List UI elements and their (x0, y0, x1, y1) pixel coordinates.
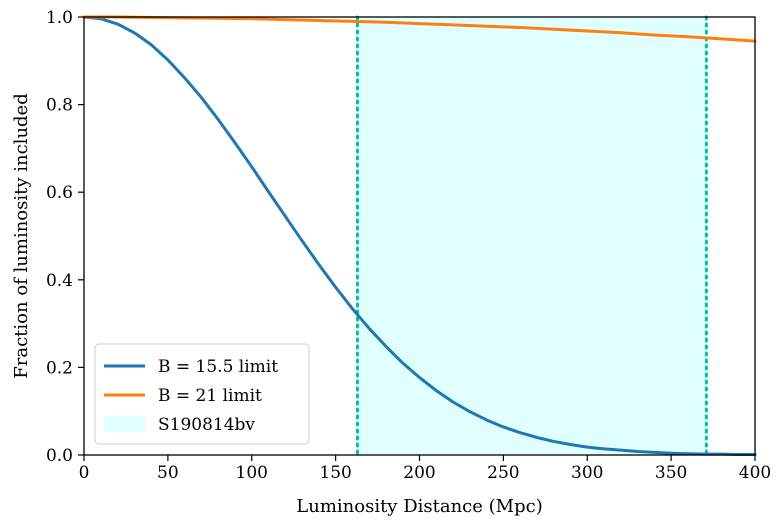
legend-label-region: S190814bv (158, 415, 255, 435)
x-tick-label: 350 (655, 463, 687, 483)
y-tick-label: 1.0 (46, 8, 73, 28)
y-axis-label: Fraction of luminosity included (11, 93, 32, 378)
legend: B = 15.5 limit B = 21 limit S190814bv (94, 343, 310, 445)
legend-swatch-region (104, 416, 145, 432)
x-axis-label: Luminosity Distance (Mpc) (296, 496, 542, 517)
x-tick-label: 150 (319, 463, 351, 483)
legend-label-0: B = 15.5 limit (158, 357, 278, 377)
legend-box (94, 343, 310, 445)
y-axis-ticks: 0.0 0.2 0.4 0.6 0.8 1.0 (46, 8, 84, 466)
x-tick-label: 400 (739, 463, 771, 483)
x-tick-label: 250 (487, 463, 519, 483)
x-tick-label: 0 (79, 463, 90, 483)
series-lines-layer (82, 15, 757, 457)
series-line-1 (82, 15, 757, 43)
legend-label-1: B = 21 limit (158, 386, 262, 406)
y-tick-label: 0.0 (46, 446, 73, 466)
y-tick-label: 0.4 (46, 271, 73, 291)
y-tick-label: 0.2 (46, 358, 73, 378)
x-tick-label: 100 (236, 463, 268, 483)
x-axis-ticks: 0 50 100 150 200 250 300 350 400 (79, 455, 771, 483)
x-tick-label: 50 (157, 463, 179, 483)
y-tick-label: 0.6 (46, 183, 73, 203)
series-line-0 (82, 15, 757, 457)
x-tick-label: 300 (571, 463, 603, 483)
shaded-region (357, 17, 707, 455)
y-tick-label: 0.8 (46, 96, 73, 116)
x-tick-label: 200 (403, 463, 435, 483)
shaded-region-layer (355, 15, 708, 457)
